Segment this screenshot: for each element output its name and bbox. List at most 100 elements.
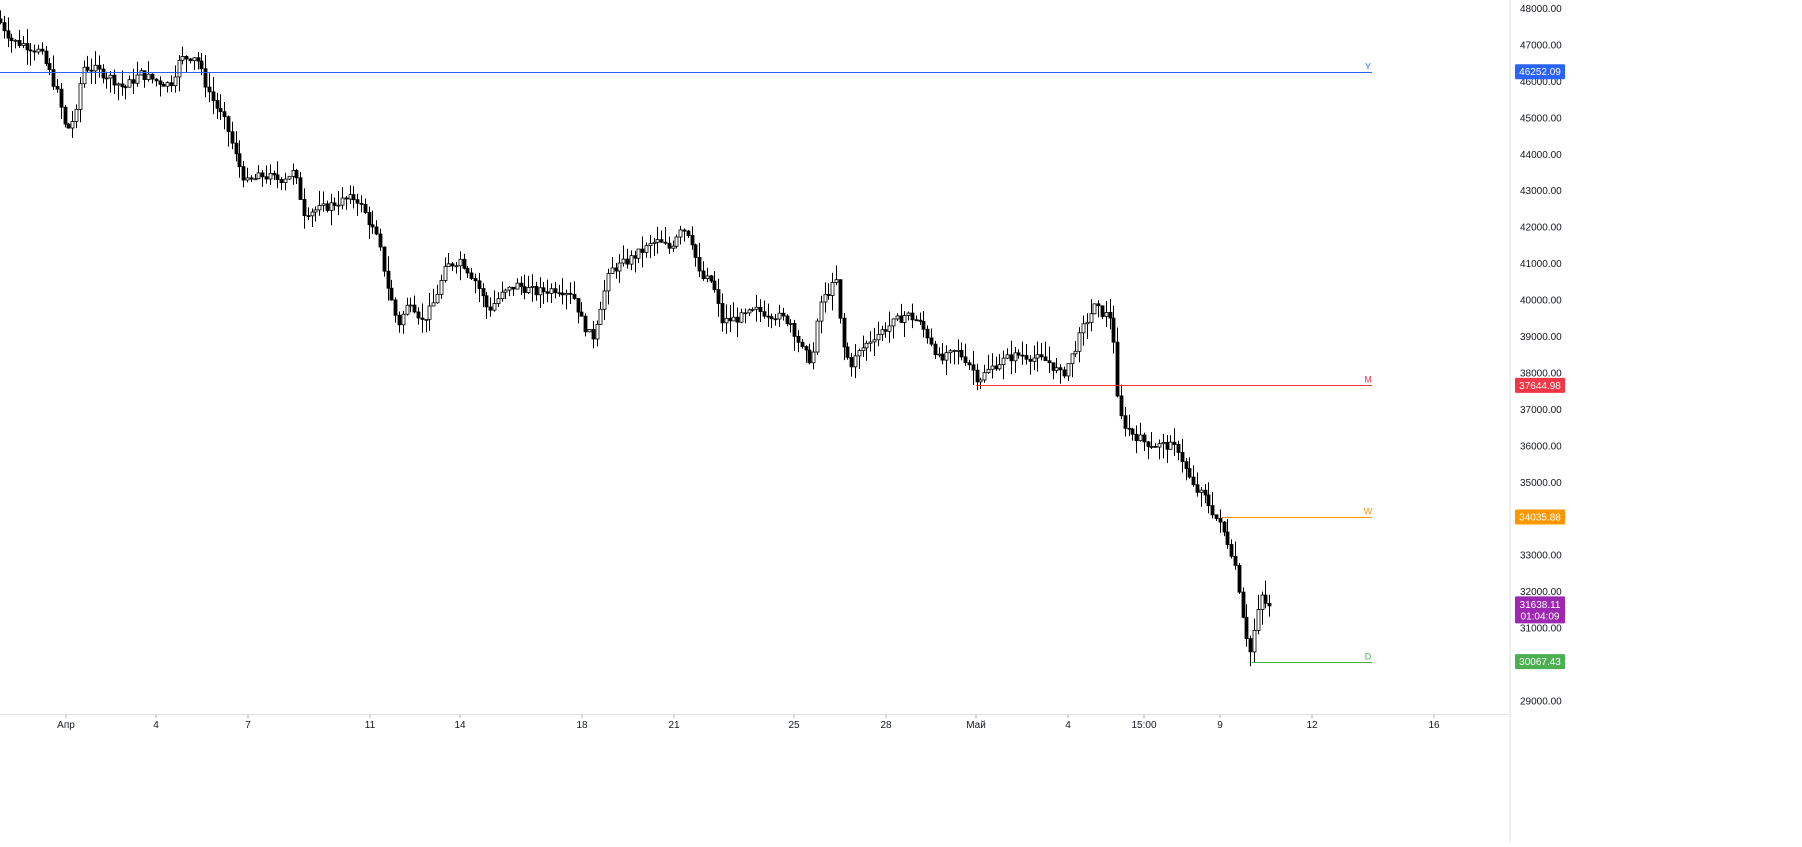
candle-body-down xyxy=(51,69,56,87)
candle-body-down xyxy=(241,166,246,181)
candle-body-up xyxy=(1032,357,1037,362)
candle-body-down xyxy=(1100,305,1105,317)
candle-body-down xyxy=(264,176,269,180)
candle-body-down xyxy=(275,174,280,180)
candle-body-up xyxy=(21,43,26,46)
candle-body-up xyxy=(116,83,121,86)
candle-body-down xyxy=(1195,484,1200,493)
candle-body-up xyxy=(321,203,326,206)
candle-body-down xyxy=(667,242,672,249)
candle-body-down xyxy=(560,292,565,296)
candle-body-up xyxy=(500,291,505,300)
candle-body-down xyxy=(807,349,812,364)
candle-body-down xyxy=(63,106,68,125)
candle-body-down xyxy=(397,314,402,326)
candle-body-down xyxy=(237,153,242,168)
candle-body-down xyxy=(716,289,721,304)
candle-body-up xyxy=(13,39,18,42)
candle-body-up xyxy=(864,342,869,349)
candle-body-up xyxy=(564,292,569,296)
price-tick-label: 39000.00 xyxy=(1520,332,1562,343)
time-tick-label: 11 xyxy=(365,720,376,731)
price-badge-value: 46252.09 xyxy=(1519,67,1561,78)
candle-body-down xyxy=(249,177,254,180)
candle-body-down xyxy=(1263,594,1268,604)
candle-body-up xyxy=(1092,303,1097,315)
candle-body-down xyxy=(234,142,239,155)
candle-body-down xyxy=(659,239,664,243)
candle-body-down xyxy=(389,287,394,301)
candle-body-up xyxy=(1256,609,1261,631)
candle-body-down xyxy=(1267,602,1272,607)
candle-body-down xyxy=(826,294,831,296)
time-tick-label: 4 xyxy=(153,720,159,731)
candle-body-up xyxy=(431,302,436,307)
candle-body-up xyxy=(724,317,729,324)
candle-body-down xyxy=(579,311,584,317)
price-tick-label: 45000.00 xyxy=(1520,113,1562,124)
candle-body-down xyxy=(272,172,277,176)
candle-body-up xyxy=(507,286,512,291)
candle-body-down xyxy=(462,258,467,269)
candle-body-down xyxy=(921,320,926,330)
candle-body-up xyxy=(731,316,736,322)
candle-body-up xyxy=(526,287,531,294)
candle-body-up xyxy=(340,197,345,206)
candle-body-down xyxy=(572,293,577,299)
candle-body-up xyxy=(1138,434,1143,442)
candle-body-up xyxy=(678,229,683,238)
candle-body-up xyxy=(598,308,603,325)
candle-body-down xyxy=(663,241,668,244)
candle-body-down xyxy=(796,335,801,343)
candle-body-up xyxy=(454,265,459,268)
candle-body-up xyxy=(177,59,182,78)
candle-body-up xyxy=(439,280,444,295)
candle-body-down xyxy=(465,267,470,274)
candle-body-down xyxy=(378,233,383,248)
candle-body-down xyxy=(925,328,930,339)
candle-body-down xyxy=(534,286,539,296)
candle-body-down xyxy=(557,292,562,295)
candle-body-down xyxy=(701,270,706,280)
candle-body-up xyxy=(606,273,611,292)
candle-body-up xyxy=(165,82,170,87)
candle-body-down xyxy=(800,341,805,347)
price-tick-label: 36000.00 xyxy=(1520,441,1562,452)
price-badge-m xyxy=(1515,377,1565,393)
level-tag-y: Y xyxy=(1365,62,1371,72)
candle-body-down xyxy=(294,170,299,179)
candle-body-down xyxy=(359,202,364,205)
candle-body-down xyxy=(1020,354,1025,357)
candle-body-down xyxy=(1146,441,1151,447)
candle-body-up xyxy=(595,324,600,340)
candles-layer xyxy=(0,10,1272,667)
candle-body-down xyxy=(47,63,52,71)
price-tick-label: 40000.00 xyxy=(1520,296,1562,307)
candle-body-up xyxy=(435,293,440,304)
candle-body-down xyxy=(541,287,546,293)
candle-body-up xyxy=(329,202,334,211)
price-badges-layer: 46252.09 37644.98 34035.88 30067.43 31638.11… xyxy=(1515,64,1565,670)
candle-body-up xyxy=(906,312,911,316)
candle-body-down xyxy=(773,318,778,321)
candle-body-down xyxy=(1039,354,1044,358)
candle-body-down xyxy=(25,43,30,51)
time-tick-label: 14 xyxy=(454,720,466,731)
candle-body-down xyxy=(351,194,356,201)
candle-body-down xyxy=(488,306,493,311)
candle-body-down xyxy=(154,78,159,82)
candle-body-up xyxy=(629,255,634,265)
candle-body-down xyxy=(218,107,223,113)
candle-body-down xyxy=(469,272,474,279)
last-price-value: 31638.11 xyxy=(1520,600,1561,611)
candle-body-down xyxy=(355,199,360,204)
time-axis[interactable]: Апр 4 7 11 14 18 21 25 28 Май 4 15:00 9 12 16 xyxy=(57,714,1440,732)
candle-body-up xyxy=(747,309,752,314)
candle-body-up xyxy=(538,287,543,296)
candle-body-down xyxy=(842,317,847,348)
candle-body-down xyxy=(914,319,919,322)
candle-body-down xyxy=(325,203,330,211)
candle-body-down xyxy=(633,255,638,259)
